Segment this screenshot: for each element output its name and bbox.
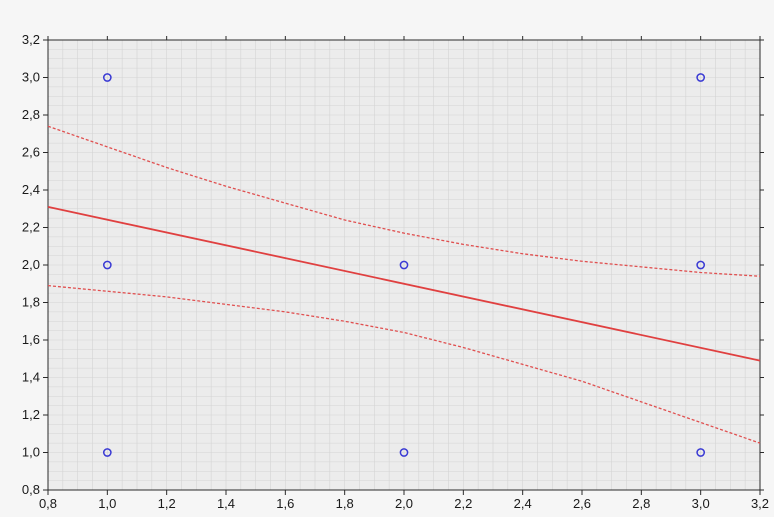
x-tick-label: 2,0: [395, 496, 413, 511]
regression-line: [47, 205, 761, 362]
x-tick-label: 1,0: [98, 496, 116, 511]
y-tick-label: 3,2: [22, 32, 40, 47]
data-point: [696, 448, 706, 457]
data-point: [696, 260, 706, 270]
data-point: [696, 73, 706, 82]
x-tick-label: 0,8: [39, 496, 57, 511]
y-tick-label: 1,2: [22, 407, 40, 422]
y-tick-label: 1,8: [22, 295, 40, 310]
y-tick-label: 2,2: [22, 220, 40, 235]
x-tick-label: 2,4: [514, 496, 532, 511]
x-tick-label: 2,2: [454, 496, 472, 511]
x-tick-label: 3,0: [692, 496, 710, 511]
y-tick-label: 2,8: [22, 107, 40, 122]
data-point: [102, 448, 112, 457]
y-tick-label: 1,6: [22, 332, 40, 347]
y-tick-label: 3,0: [22, 70, 40, 85]
y-tick-label: 2,4: [22, 182, 40, 197]
x-tick-label: 1,6: [276, 496, 294, 511]
x-tick-label: 1,4: [217, 496, 235, 511]
y-tick-label: 1,0: [22, 445, 40, 460]
grid: [48, 40, 760, 490]
x-tick-label: 3,2: [751, 496, 769, 511]
x-tick-label: 2,6: [573, 496, 591, 511]
series: [47, 125, 761, 444]
data-points: [102, 73, 706, 457]
y-tick-label: 0,8: [22, 482, 40, 497]
y-tick-label: 2,0: [22, 257, 40, 272]
x-tick-label: 1,2: [158, 496, 176, 511]
data-point: [102, 260, 112, 270]
data-point: [399, 260, 409, 270]
axes: [43, 36, 764, 495]
confidence-band-upper: [47, 125, 761, 277]
data-point: [102, 73, 112, 82]
x-tick-label: 2,8: [632, 496, 650, 511]
y-tick-label: 2,6: [22, 145, 40, 160]
confidence-band-lower: [47, 284, 761, 444]
y-tick-label: 1,4: [22, 370, 40, 385]
data-point: [399, 448, 409, 457]
tick-labels: 0,8 1,0 1,2 1,4 1,6 1,8 2,0 2,2 2,4 2,6 2,8 3,0 3,2 0…: [22, 32, 769, 511]
x-tick-label: 1,8: [336, 496, 354, 511]
